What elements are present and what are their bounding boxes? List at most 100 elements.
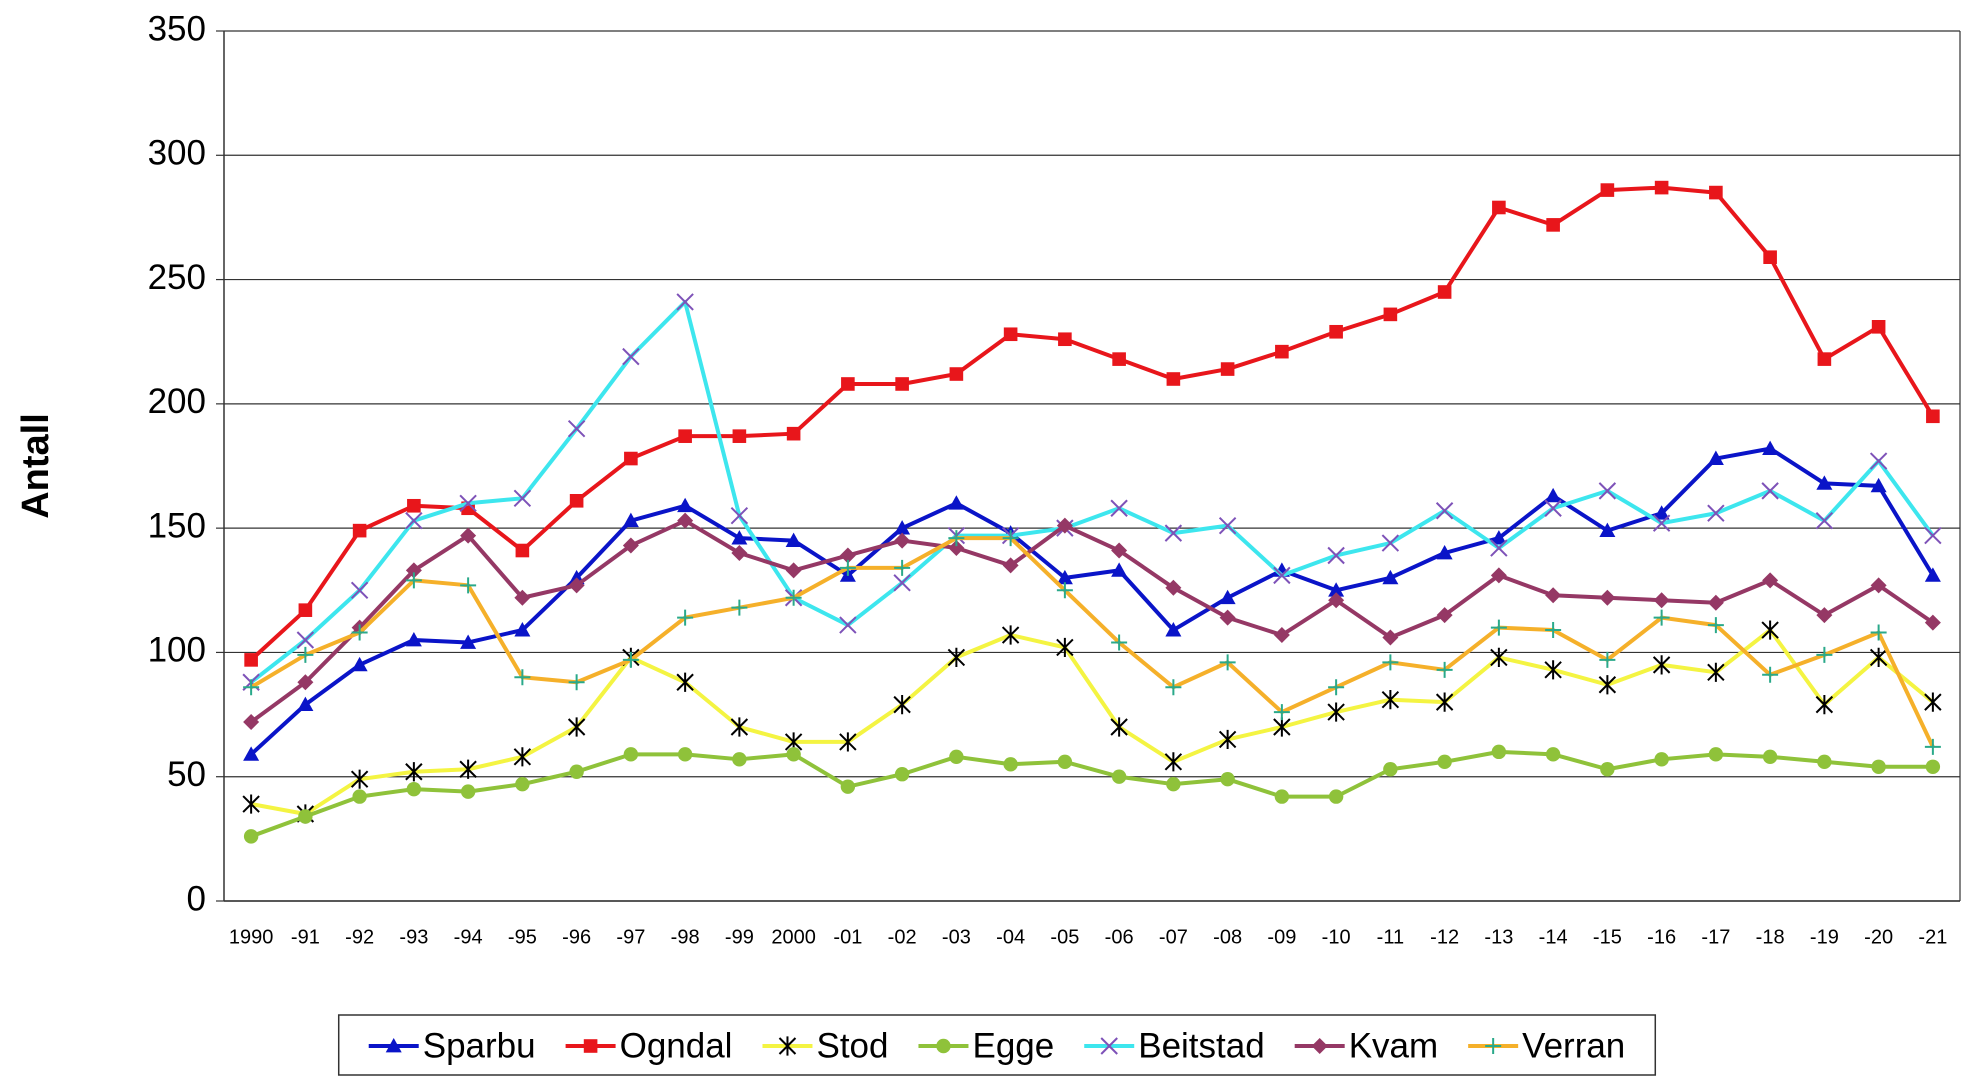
point (731, 599, 748, 616)
point (513, 489, 532, 508)
legend-label: Egge (972, 1026, 1054, 1065)
point (569, 494, 584, 508)
point (1220, 362, 1235, 376)
point (949, 367, 964, 381)
point (243, 829, 259, 844)
point (244, 653, 258, 667)
point (677, 512, 694, 529)
series-line (250, 628, 1935, 816)
x-tick-label: -97 (616, 926, 645, 948)
legend: Sparbu Ogndal Stod Egge Beitstad Kvam Verran (337, 1014, 1657, 1076)
legend-item: Ogndal (565, 1026, 732, 1065)
point (1437, 754, 1452, 769)
point (1328, 679, 1345, 696)
point (676, 293, 694, 311)
x-tick-label: -99 (725, 926, 754, 948)
y-tick-label: 50 (167, 755, 206, 794)
point (352, 523, 367, 538)
point (1165, 679, 1182, 696)
x-tick-label: -95 (508, 926, 537, 948)
point (1924, 526, 1942, 545)
legend-label: Kvam (1349, 1026, 1438, 1065)
point (1056, 517, 1073, 534)
point (1436, 661, 1453, 678)
x-tick-label: -92 (345, 926, 374, 948)
point (351, 624, 368, 641)
point (1275, 344, 1289, 359)
point (840, 779, 856, 794)
point (893, 574, 911, 592)
point (839, 547, 856, 564)
point (1545, 587, 1562, 604)
point (1709, 185, 1723, 200)
legend-item: Verran (1468, 1026, 1625, 1065)
point (1653, 609, 1670, 626)
point (1435, 502, 1454, 520)
point (1924, 567, 1941, 582)
point (948, 530, 965, 547)
point (839, 616, 857, 634)
point (731, 545, 748, 561)
point (1653, 592, 1670, 609)
x-tick-label: -93 (399, 926, 428, 948)
point (568, 577, 585, 594)
point (1383, 762, 1398, 777)
point (1599, 589, 1616, 606)
point (1707, 662, 1725, 682)
legend-label: Stod (816, 1026, 888, 1065)
point (1003, 757, 1018, 772)
point (1001, 625, 1020, 645)
x-tick-label: -96 (562, 926, 591, 948)
point (894, 520, 911, 535)
point (1707, 504, 1725, 522)
point (839, 732, 857, 752)
point (459, 494, 477, 512)
x-tick-label: -05 (1050, 926, 1079, 948)
point (1218, 516, 1237, 535)
point (1871, 320, 1886, 334)
y-tick-label: 200 (148, 382, 206, 421)
series-line (250, 536, 1935, 748)
point (1381, 534, 1400, 552)
point (1436, 607, 1453, 624)
point (1817, 352, 1832, 366)
point (1707, 617, 1724, 634)
legend-marker (1485, 1038, 1502, 1054)
x-tick-label: -20 (1864, 926, 1893, 948)
point (1112, 352, 1126, 366)
point (1111, 542, 1128, 559)
x-tick-label: -07 (1159, 926, 1188, 948)
y-tick-label: 350 (148, 9, 206, 48)
point (1437, 285, 1452, 299)
x-tick-label: -16 (1647, 926, 1676, 948)
x-tick-label: -15 (1593, 926, 1622, 948)
point (622, 512, 639, 528)
point (732, 752, 747, 767)
point (515, 543, 530, 558)
point (1653, 505, 1670, 520)
point (1436, 545, 1453, 560)
point (730, 507, 749, 525)
series (243, 530, 1941, 755)
point (460, 527, 477, 544)
point (1164, 752, 1183, 772)
x-tick-label: -19 (1810, 926, 1839, 948)
x-tick-label: -04 (996, 926, 1025, 948)
point (839, 559, 856, 576)
point (1924, 692, 1942, 712)
point (1166, 776, 1181, 792)
point (948, 540, 965, 557)
point (352, 789, 367, 804)
point (1490, 567, 1507, 584)
series (242, 620, 1942, 824)
point (1056, 637, 1074, 658)
x-tick-label: -10 (1322, 926, 1351, 948)
point (243, 714, 260, 731)
y-tick-label: 0 (187, 879, 206, 918)
point (1490, 647, 1508, 667)
point (624, 451, 638, 466)
point (1762, 572, 1779, 589)
point (1382, 654, 1399, 671)
series (243, 512, 1941, 731)
point (1273, 717, 1291, 737)
